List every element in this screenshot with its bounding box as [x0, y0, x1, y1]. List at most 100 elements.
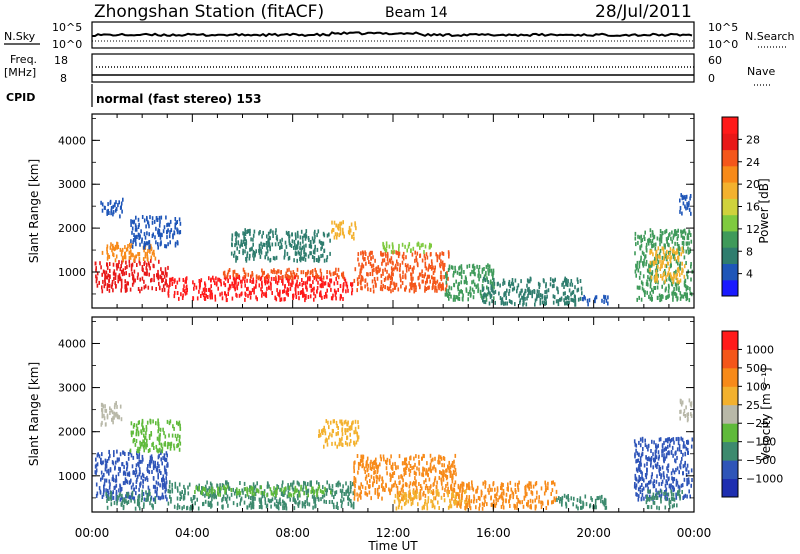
velocity-mark-0	[115, 492, 118, 497]
velocity-mark-0	[126, 464, 129, 469]
velocity-mark-11	[177, 443, 179, 447]
power-mark-9	[640, 255, 642, 260]
power-mark-9	[653, 234, 656, 239]
velocity-mark-12	[326, 438, 328, 443]
velocity-mark-0	[122, 450, 124, 455]
velocity-mark-0	[165, 480, 168, 485]
velocity-mark-11	[156, 436, 159, 441]
power-mark-0	[157, 269, 159, 274]
power-mark-0	[163, 287, 166, 292]
velocity-mark-9	[647, 505, 650, 510]
velocity-mark-8	[684, 444, 686, 449]
power-mark-9	[685, 261, 687, 265]
power-mark-7	[494, 289, 497, 294]
velocity-mark-11	[151, 442, 153, 447]
power-mark-0	[136, 263, 138, 267]
power-mark-4	[389, 258, 391, 263]
power-mark-4	[353, 278, 356, 283]
velocity-mark-11	[171, 433, 174, 438]
velocity-mark-0	[132, 482, 134, 487]
velocity-mark-1	[113, 500, 116, 505]
velocity-mark-8	[633, 439, 636, 444]
velocity-mark-3	[246, 492, 249, 497]
power-mark-3	[285, 271, 287, 276]
velocity-mark-4	[390, 476, 392, 481]
power-mark-6	[468, 263, 471, 268]
power-mark-8	[583, 294, 585, 299]
power-mark-10	[657, 246, 660, 251]
power-mark-0	[109, 268, 111, 273]
power-mark-2	[294, 284, 297, 289]
velocity-mark-11	[132, 430, 134, 435]
velocity-mark-0	[127, 456, 130, 461]
velocity-mark-0	[136, 477, 138, 482]
velocity-mark-8	[635, 448, 637, 453]
velocity-mark-8	[673, 470, 676, 475]
power-mark-4	[380, 280, 383, 285]
velocity-mark-0	[113, 486, 116, 490]
velocity-mark-0	[101, 475, 104, 480]
power-mark-9	[672, 254, 675, 259]
power-mark-12	[157, 230, 159, 235]
power-mark-2	[236, 293, 238, 298]
velocity-mark-8	[651, 439, 653, 444]
power-mark-6	[460, 289, 462, 294]
velocity-ytick-label-0: 4000	[58, 337, 86, 350]
power-mark-10	[662, 250, 665, 255]
velocity-mark-2	[187, 485, 189, 490]
power-mark-2	[291, 283, 293, 288]
velocity-mark-8	[647, 447, 649, 452]
velocity-mark-11	[130, 430, 133, 435]
power-mark-6	[485, 297, 488, 302]
power-mark-13	[275, 255, 278, 260]
power-mark-3	[315, 270, 317, 275]
velocity-mark-2	[248, 503, 251, 508]
velocity-mark-8	[644, 443, 647, 448]
velocity-mark-4	[418, 482, 420, 486]
velocity-mark-5	[403, 502, 406, 507]
velocity-mark-11	[179, 434, 181, 439]
velocity-mark-0	[166, 463, 168, 468]
power-mark-7	[527, 293, 529, 298]
velocity-mark-7	[565, 495, 568, 500]
power-mark-7	[500, 301, 503, 306]
velocity-mark-3	[276, 486, 279, 491]
power-mark-9	[657, 296, 659, 300]
velocity-mark-6	[491, 502, 493, 507]
power-mark-2	[252, 279, 255, 284]
velocity-mark-0	[102, 460, 104, 465]
velocity-mark-0	[105, 488, 107, 493]
velocity-mark-12	[335, 420, 338, 425]
velocity-mark-5	[405, 500, 407, 505]
velocity-mark-4	[445, 476, 448, 481]
power-mark-15	[679, 198, 681, 203]
velocity-mark-0	[105, 464, 108, 469]
velocity-mark-10	[113, 415, 115, 420]
power-mark-9	[638, 260, 641, 265]
power-mark-3	[289, 275, 292, 280]
velocity-mark-12	[341, 432, 344, 437]
power-mark-9	[675, 230, 678, 235]
power-mark-13	[234, 232, 237, 237]
velocity-mark-3	[312, 489, 315, 493]
power-mark-11	[110, 208, 113, 213]
power-mark-0	[143, 262, 145, 266]
velocity-mark-11	[137, 432, 140, 437]
velocity-mark-4	[455, 472, 457, 477]
power-mark-4	[380, 252, 382, 257]
velocity-mark-4	[391, 466, 394, 471]
nsky-label: N.Sky	[4, 30, 36, 43]
velocity-mark-4	[444, 487, 446, 492]
velocity-mark-2	[208, 503, 210, 507]
power-mark-2	[332, 293, 334, 298]
velocity-mark-10	[115, 411, 118, 416]
velocity-mark-13	[679, 400, 682, 405]
velocity-mark-2	[206, 480, 208, 485]
velocity-mark-2	[326, 488, 328, 493]
power-mark-4	[413, 285, 415, 290]
power-mark-2	[209, 291, 212, 296]
velocity-mark-2	[210, 486, 212, 491]
velocity-mark-1	[110, 497, 112, 502]
power-mark-7	[577, 280, 579, 284]
power-mark-9	[683, 236, 686, 241]
